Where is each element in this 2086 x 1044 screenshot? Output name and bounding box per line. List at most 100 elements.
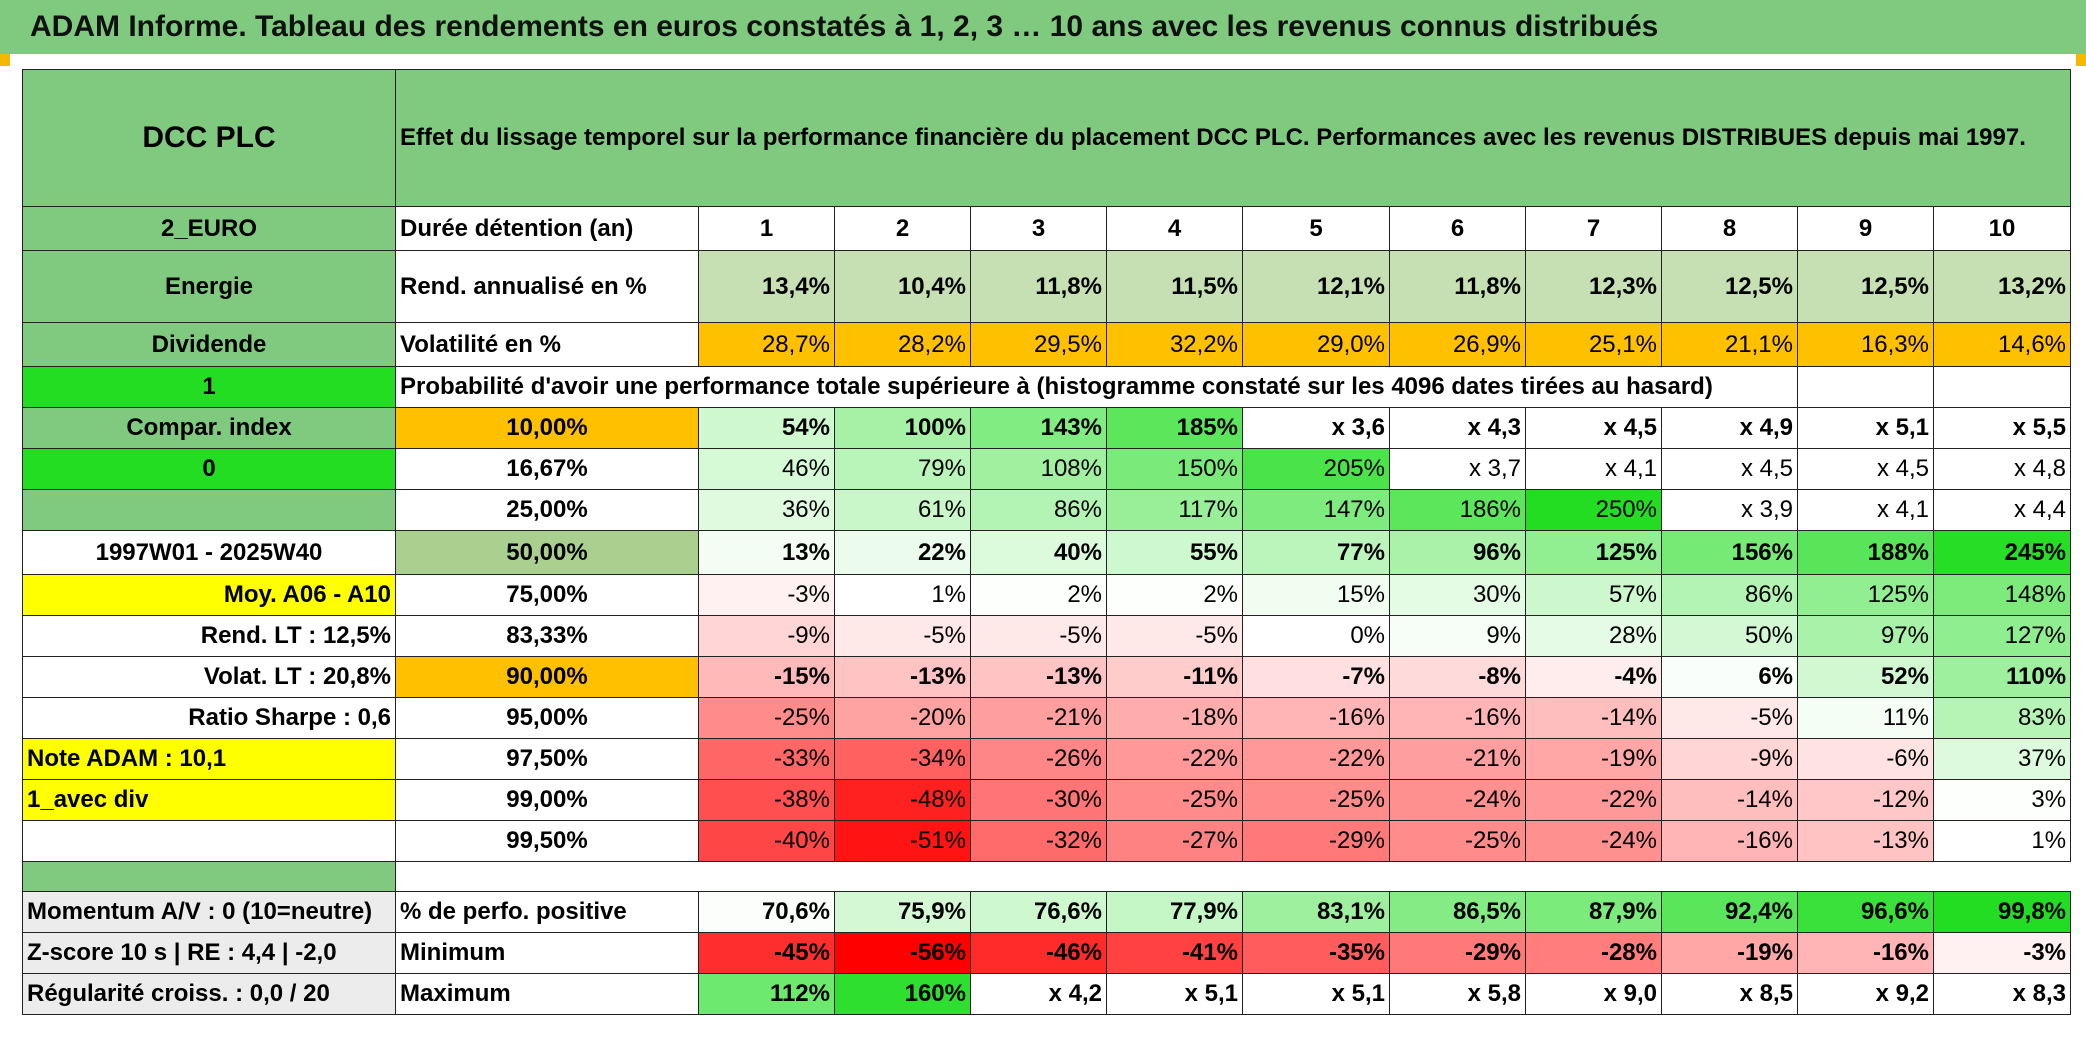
empty-cell xyxy=(1797,366,1934,408)
percentile-cell: x 4,3 xyxy=(1389,407,1526,449)
summary-label: Minimum xyxy=(395,932,699,974)
summary-cell: 83,1% xyxy=(1242,891,1390,933)
year-header: 2 xyxy=(834,206,971,251)
percentile-cell: -13% xyxy=(834,656,971,698)
percentile-cell: 245% xyxy=(1932,530,2072,575)
spacer-row xyxy=(22,861,2071,892)
summary-row: Régularité croiss. : 0,0 / 20 Maximum 112%… xyxy=(22,973,2072,1015)
summary-cell: x 5,1 xyxy=(1106,973,1243,1015)
year-header: 9 xyxy=(1797,206,1934,251)
percentile-cell: -30% xyxy=(970,779,1107,821)
summary-cell: x 4,2 xyxy=(970,973,1107,1015)
percentile-cell: 36% xyxy=(698,489,835,531)
percentile-cell: -5% xyxy=(834,615,971,657)
percentile-cell: -3% xyxy=(698,574,835,616)
percentile-label: 99,50% xyxy=(395,820,699,862)
prob-header: Probabilité d'avoir une performance tota… xyxy=(395,366,1798,408)
percentile-cell: -33% xyxy=(698,738,835,780)
rend-cell: 11,5% xyxy=(1106,250,1243,323)
percentile-label: 25,00% xyxy=(395,489,699,531)
percentile-cell: 13% xyxy=(698,530,835,575)
summary-cell: -3% xyxy=(1932,932,2072,974)
year-header: 7 xyxy=(1525,206,1662,251)
sector-label: Energie xyxy=(22,250,396,323)
summary-cell: -35% xyxy=(1242,932,1390,974)
vol-cell: 26,9% xyxy=(1389,322,1526,367)
percentile-cell: 61% xyxy=(834,489,971,531)
summary-cell: 112% xyxy=(698,973,835,1015)
vol-cell: 28,7% xyxy=(698,322,835,367)
percentile-cell: 22% xyxy=(834,530,971,575)
summary-cell: -29% xyxy=(1389,932,1526,974)
percentile-cell: -24% xyxy=(1389,779,1526,821)
year-header: 8 xyxy=(1661,206,1798,251)
percentile-label: 90,00% xyxy=(395,656,699,698)
fund-name: DCC PLC xyxy=(22,69,396,207)
percentile-cell: 205% xyxy=(1242,448,1390,490)
percentile-cell: 97% xyxy=(1797,615,1934,657)
summary-cell: x 5,1 xyxy=(1242,973,1390,1015)
percentile-cell: x 5,1 xyxy=(1797,407,1934,449)
header-row: DCC PLC Effet du lissage temporel sur la… xyxy=(22,69,2072,207)
percentile-cell: x 4,1 xyxy=(1525,448,1662,490)
percentile-cell: -48% xyxy=(834,779,971,821)
vol-cell: 32,2% xyxy=(1106,322,1243,367)
spacer-cell xyxy=(396,862,2071,892)
percentile-cell: -9% xyxy=(1661,738,1798,780)
percentile-label: 50,00% xyxy=(395,530,699,575)
vol-label: Volatilité en % xyxy=(395,322,699,367)
vol-cell: 29,0% xyxy=(1242,322,1390,367)
period-label: 1997W01 - 2025W40 xyxy=(22,530,396,575)
percentile-cell: 186% xyxy=(1389,489,1526,531)
vol-cell: 14,6% xyxy=(1932,322,2072,367)
percentile-cell: -51% xyxy=(834,820,971,862)
summary-label: Maximum xyxy=(395,973,699,1015)
percentile-cell: -22% xyxy=(1525,779,1662,821)
percentile-cell: -20% xyxy=(834,697,971,739)
percentile-row: Volat. LT : 20,8% 90,00% -15% -13% -13% -11% -… xyxy=(22,656,2072,698)
summary-label: % de perfo. positive xyxy=(395,891,699,933)
percentile-cell: -25% xyxy=(1242,779,1390,821)
percentile-cell: -25% xyxy=(1106,779,1243,821)
summary-cell: 87,9% xyxy=(1525,891,1662,933)
vol-row: Dividende Volatilité en % 28,7% 28,2% 29… xyxy=(22,322,2072,367)
avg-label: Moy. A06 - A10 xyxy=(22,574,396,616)
percentile-row: Note ADAM : 10,1 97,50% -33% -34% -26% -22% -2… xyxy=(22,738,2072,780)
percentile-cell: -11% xyxy=(1106,656,1243,698)
summary-cell: -56% xyxy=(834,932,971,974)
rend-cell: 11,8% xyxy=(970,250,1107,323)
summary-cell: -16% xyxy=(1797,932,1934,974)
percentile-cell: -25% xyxy=(1389,820,1526,862)
percentile-cell: 125% xyxy=(1797,574,1934,616)
percentile-row: 0 16,67% 46% 79% 108% 150% 205% x 3,7 x 4,1 x 4,5… xyxy=(22,448,2072,490)
percentile-cell: -40% xyxy=(698,820,835,862)
summary-cell: -45% xyxy=(698,932,835,974)
flag-one: 1 xyxy=(22,366,396,408)
percentile-cell: 28% xyxy=(1525,615,1662,657)
duration-row: 2_EURO Durée détention (an) 1 2 3 4 5 6 … xyxy=(22,206,2072,251)
currency-code: 2_EURO xyxy=(22,206,396,251)
rend-cell: 10,4% xyxy=(834,250,971,323)
rend-cell: 13,2% xyxy=(1932,250,2072,323)
summary-cell: 160% xyxy=(834,973,971,1015)
summary-cell: x 9,2 xyxy=(1797,973,1934,1015)
rend-cell: 12,5% xyxy=(1797,250,1934,323)
percentile-cell: 127% xyxy=(1932,615,2072,657)
percentile-cell: -18% xyxy=(1106,697,1243,739)
percentile-cell: -29% xyxy=(1242,820,1390,862)
percentile-cell: x 4,9 xyxy=(1661,407,1798,449)
duration-label: Durée détention (an) xyxy=(395,206,699,251)
percentile-row: Ratio Sharpe : 0,6 95,00% -25% -20% -21% -18%… xyxy=(22,697,2072,739)
percentile-row: Moy. A06 - A10 75,00% -3% 1% 2% 2% 15% 30% 57% 86… xyxy=(22,574,2072,616)
summary-cell: 70,6% xyxy=(698,891,835,933)
percentile-cell: 147% xyxy=(1242,489,1390,531)
vol-cell: 16,3% xyxy=(1797,322,1934,367)
percentile-cell: -15% xyxy=(698,656,835,698)
percentile-cell: -27% xyxy=(1106,820,1243,862)
year-header: 4 xyxy=(1106,206,1243,251)
percentile-cell: 148% xyxy=(1932,574,2072,616)
percentile-cell: 96% xyxy=(1389,530,1526,575)
compar-index-label: Compar. index xyxy=(22,407,396,449)
percentile-cell: x 4,5 xyxy=(1797,448,1934,490)
summary-cell: x 5,8 xyxy=(1389,973,1526,1015)
